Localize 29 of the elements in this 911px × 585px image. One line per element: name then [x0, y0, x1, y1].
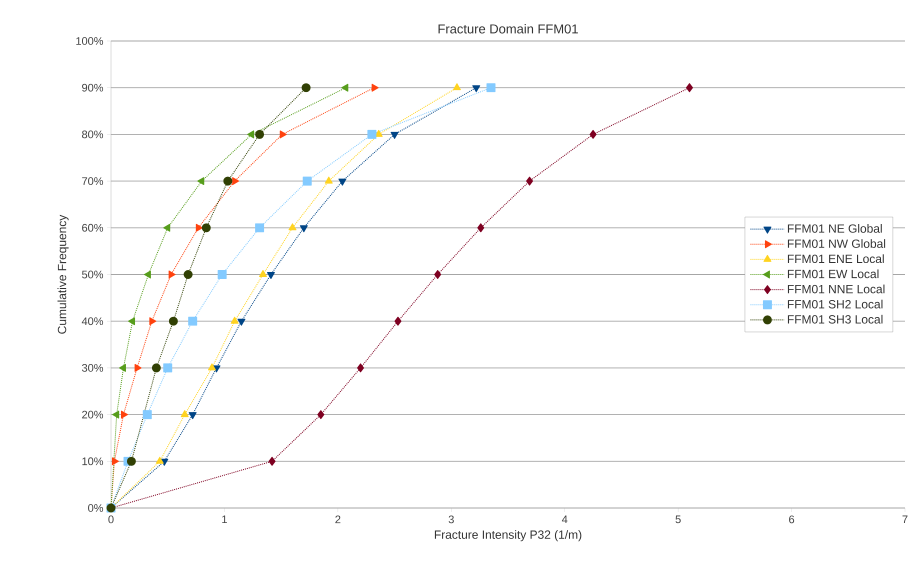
x-tick-label: 3 — [448, 516, 454, 524]
y-tick-label: 90% — [82, 84, 104, 92]
x-tick-label: 6 — [789, 516, 794, 524]
y-axis-title: Cumulative Frequency — [57, 214, 69, 334]
y-tick-label: 50% — [82, 270, 104, 278]
y-tick-label: 60% — [82, 224, 104, 232]
y-tick-label: 30% — [82, 364, 104, 372]
x-axis-title: Fracture Intensity P32 (1/m) — [434, 530, 582, 542]
y-tick-label: 10% — [82, 457, 104, 466]
legend-label: FFM01 NNE Local — [788, 284, 884, 294]
x-tick-label: 0 — [108, 516, 114, 524]
legend-label: FFM01 EW Local — [788, 269, 878, 278]
x-tick-label: 1 — [222, 516, 227, 524]
y-tick-label: 40% — [82, 317, 104, 326]
legend-label: FFM01 SH2 Local — [788, 300, 882, 308]
y-tick-label: 0% — [88, 504, 104, 512]
y-tick-label: 100% — [76, 37, 104, 45]
x-tick-label: 4 — [562, 516, 568, 524]
legend-label: FFM01 NW Global — [788, 239, 886, 248]
x-tick-label: 5 — [676, 516, 681, 524]
legend-label: FFM01 SH3 Local — [788, 314, 882, 324]
y-tick-label: 70% — [82, 177, 104, 185]
x-tick-label: 7 — [902, 516, 908, 524]
legend-label: FFM01 NE Global — [788, 224, 882, 233]
legend-label: FFM01 ENE Local — [788, 254, 884, 264]
chart-title: Fracture Domain FFM01 — [438, 24, 578, 34]
y-tick-label: 80% — [82, 130, 104, 138]
x-tick-label: 2 — [335, 516, 340, 524]
y-tick-label: 20% — [82, 410, 104, 418]
